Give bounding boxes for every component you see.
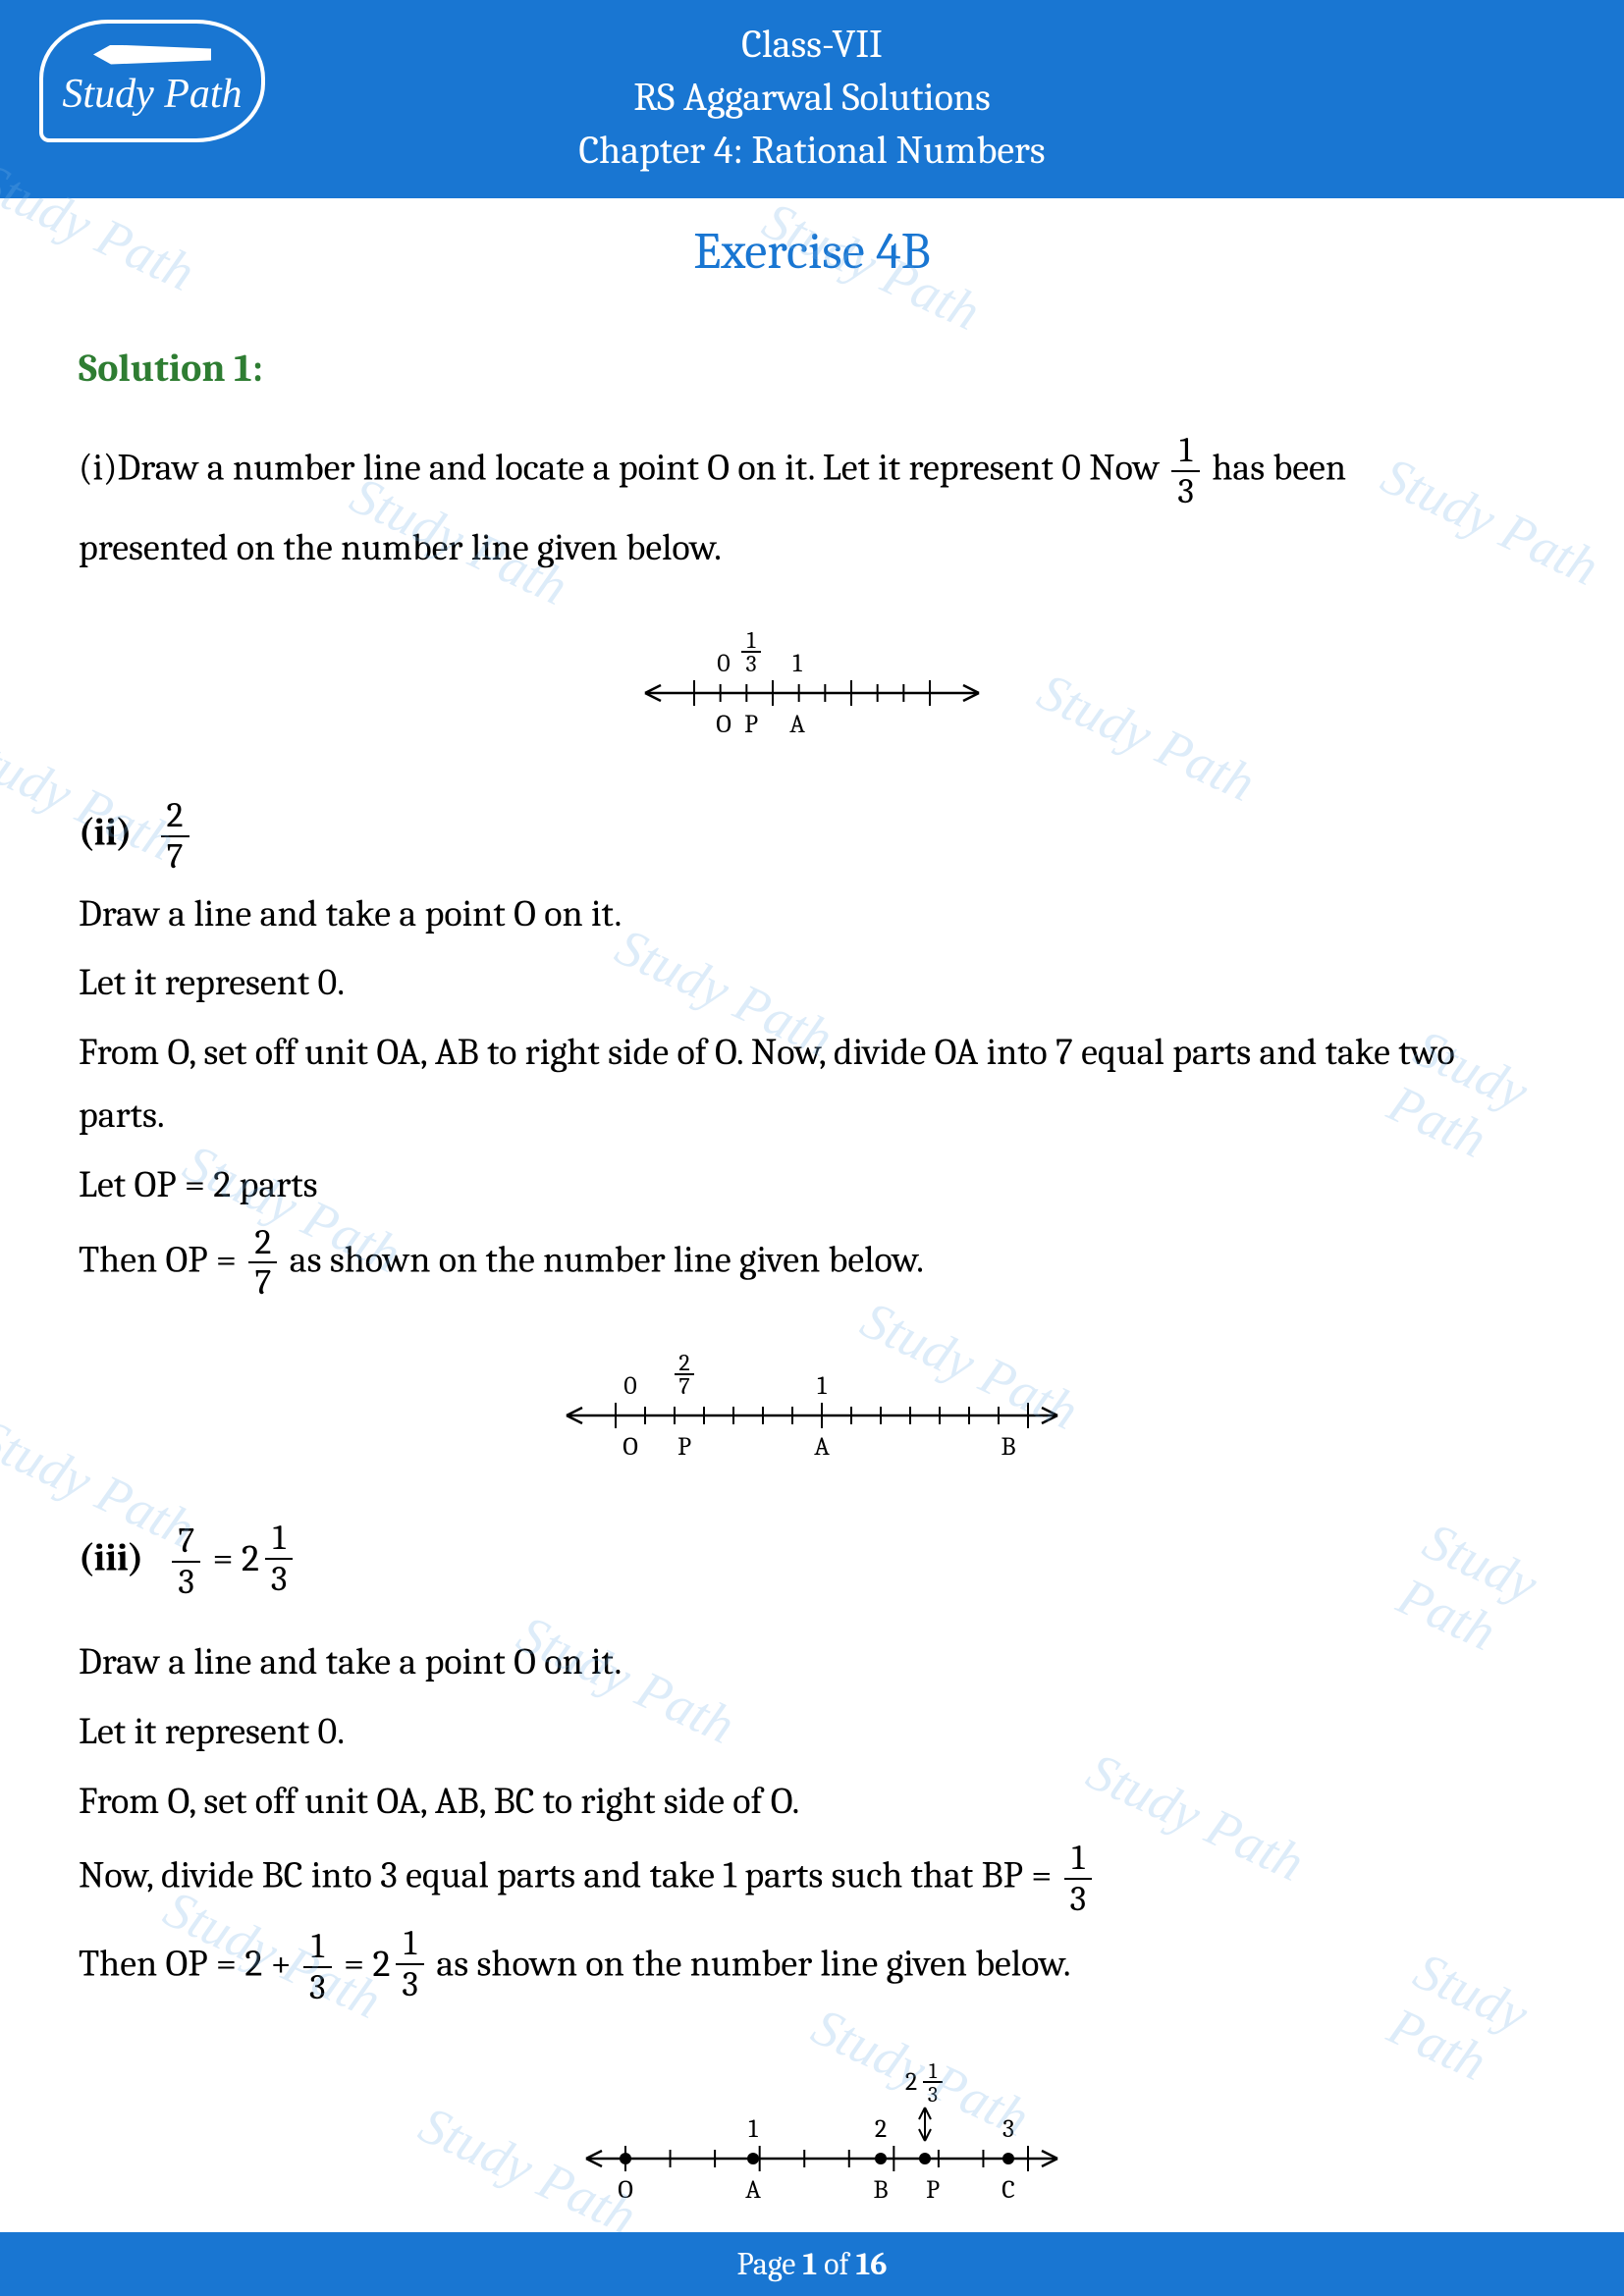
part-iii-line5-frac1: 1 3 bbox=[303, 1927, 332, 2006]
svg-text:A: A bbox=[814, 1432, 830, 1462]
mixed-frac: 1 3 bbox=[265, 1519, 294, 1598]
frac-num: 2 bbox=[161, 796, 189, 837]
footer-band: Page 1 of 16 bbox=[0, 2232, 1624, 2296]
part-i-line1: (i)Draw a number line and locate a point… bbox=[79, 431, 1545, 510]
svg-text:A: A bbox=[789, 710, 805, 739]
frac-den: 7 bbox=[161, 837, 189, 877]
part-iii-header: (iii) 7 3 = 2 1 3 bbox=[79, 1519, 1545, 1601]
svg-text:0: 0 bbox=[623, 1371, 636, 1401]
svg-text:1: 1 bbox=[792, 649, 802, 678]
part-iii-line4: Now, divide BC into 3 equal parts and ta… bbox=[79, 1839, 1545, 1918]
mixed-whole: 2 bbox=[372, 1933, 390, 1997]
part-i-text-b: has been bbox=[1212, 446, 1346, 489]
svg-text:2: 2 bbox=[905, 2067, 917, 2097]
part-iii-eq: = bbox=[213, 1537, 242, 1580]
svg-text:1: 1 bbox=[929, 2058, 938, 2084]
svg-text:O: O bbox=[716, 710, 731, 739]
frac-den: 3 bbox=[1171, 472, 1200, 511]
numline-i-svg: 0113OPA bbox=[606, 600, 1018, 747]
part-i-line2: presented on the number line given below… bbox=[79, 516, 1545, 580]
part-iii-line4-frac: 1 3 bbox=[1064, 1839, 1093, 1918]
frac-den: 3 bbox=[172, 1563, 200, 1602]
part-ii-header: (ii) 2 7 bbox=[79, 796, 1545, 876]
svg-text:1: 1 bbox=[817, 1371, 827, 1401]
frac-den: 3 bbox=[303, 1968, 332, 2007]
numline-ii-svg: 0127OPAB bbox=[537, 1322, 1087, 1469]
frac-den: 3 bbox=[265, 1560, 294, 1599]
frac-num: 1 bbox=[303, 1927, 332, 1968]
svg-text:B: B bbox=[1001, 1432, 1015, 1462]
footer-current: 1 bbox=[802, 2246, 817, 2282]
frac-num: 1 bbox=[1171, 431, 1200, 472]
svg-text:1: 1 bbox=[748, 2114, 758, 2144]
part-i-frac: 1 3 bbox=[1171, 431, 1200, 510]
exercise-title: Exercise 4B bbox=[0, 222, 1624, 281]
logo: Study Path bbox=[39, 20, 265, 142]
svg-text:3: 3 bbox=[1002, 2114, 1014, 2144]
part-ii-line5a: Then OP = bbox=[79, 1238, 244, 1281]
part-ii-line3: From O, set off unit OA, AB to right sid… bbox=[79, 1021, 1545, 1148]
header-band: Study Path Class-VII RS Aggarwal Solutio… bbox=[0, 0, 1624, 198]
part-iii-right-mixed: 2 1 3 bbox=[242, 1519, 298, 1598]
part-i-text-a: (i)Draw a number line and locate a point… bbox=[79, 446, 1160, 489]
numline-iii: 123213OABPC bbox=[79, 2026, 1545, 2243]
part-iii-line5: Then OP = 2 + 1 3 = 2 1 3 as shown on th… bbox=[79, 1924, 1545, 2006]
footer-middle: of bbox=[817, 2246, 855, 2282]
frac-num: 7 bbox=[172, 1522, 200, 1563]
part-iii-line1: Draw a line and take a point O on it. bbox=[79, 1630, 1545, 1694]
svg-text:A: A bbox=[745, 2175, 761, 2205]
svg-text:3: 3 bbox=[745, 650, 756, 677]
content-area: Solution 1: (i)Draw a number line and lo… bbox=[0, 335, 1624, 2243]
part-ii-frac: 2 7 bbox=[161, 796, 189, 876]
svg-text:7: 7 bbox=[678, 1372, 689, 1400]
mixed-whole: 2 bbox=[242, 1527, 259, 1591]
part-iii-line5a: Then OP = 2 + bbox=[79, 1943, 299, 1986]
part-iii-label: (iii) bbox=[79, 1537, 143, 1580]
part-iii-line2: Let it represent 0. bbox=[79, 1700, 1545, 1764]
frac-den: 3 bbox=[396, 1965, 424, 2004]
part-ii-line5: Then OP = 2 7 as shown on the number lin… bbox=[79, 1223, 1545, 1303]
part-iii-line3: From O, set off unit OA, AB, BC to right… bbox=[79, 1770, 1545, 1834]
svg-text:P: P bbox=[677, 1432, 691, 1462]
frac-den: 7 bbox=[248, 1263, 277, 1303]
part-ii-line5-frac: 2 7 bbox=[248, 1223, 277, 1303]
logo-pen-icon bbox=[93, 45, 211, 65]
svg-text:B: B bbox=[873, 2175, 888, 2205]
footer-total: 16 bbox=[856, 2246, 888, 2282]
header-line3: Chapter 4: Rational Numbers bbox=[0, 124, 1624, 177]
numline-iii-svg: 123213OABPC bbox=[537, 2026, 1087, 2222]
logo-text: Study Path bbox=[62, 71, 242, 118]
part-ii-line2: Let it represent 0. bbox=[79, 951, 1545, 1015]
part-iii-line5b: as shown on the number line given below. bbox=[436, 1943, 1070, 1986]
frac-num: 1 bbox=[396, 1924, 424, 1965]
svg-text:2: 2 bbox=[875, 2114, 887, 2144]
frac-num: 1 bbox=[265, 1519, 294, 1560]
part-ii-line1: Draw a line and take a point O on it. bbox=[79, 882, 1545, 946]
part-iii-line5-mixed: 2 1 3 bbox=[372, 1924, 428, 2003]
part-iii-line5-mid: = bbox=[344, 1943, 372, 1986]
part-iii-left-frac: 7 3 bbox=[172, 1522, 200, 1601]
svg-text:P: P bbox=[926, 2175, 940, 2205]
part-ii-line5b: as shown on the number line given below. bbox=[290, 1238, 924, 1281]
numline-ii: 0127OPAB bbox=[79, 1322, 1545, 1490]
numline-i: 0113OPA bbox=[79, 600, 1545, 768]
svg-text:C: C bbox=[1001, 2175, 1015, 2205]
solution-label: Solution 1: bbox=[79, 335, 1545, 401]
frac-num: 2 bbox=[248, 1223, 277, 1264]
frac-den: 3 bbox=[1064, 1880, 1093, 1919]
mixed-frac: 1 3 bbox=[396, 1924, 424, 2003]
footer-prefix: Page bbox=[737, 2246, 803, 2282]
part-ii-line4: Let OP = 2 parts bbox=[79, 1153, 1545, 1217]
svg-text:3: 3 bbox=[928, 2082, 938, 2108]
svg-text:P: P bbox=[744, 710, 758, 739]
part-iii-line4a: Now, divide BC into 3 equal parts and ta… bbox=[79, 1854, 1060, 1897]
svg-text:O: O bbox=[618, 2175, 633, 2205]
frac-num: 1 bbox=[1064, 1839, 1093, 1880]
svg-text:0: 0 bbox=[717, 649, 730, 678]
part-ii-label: (ii) bbox=[79, 812, 132, 855]
svg-text:O: O bbox=[623, 1432, 638, 1462]
